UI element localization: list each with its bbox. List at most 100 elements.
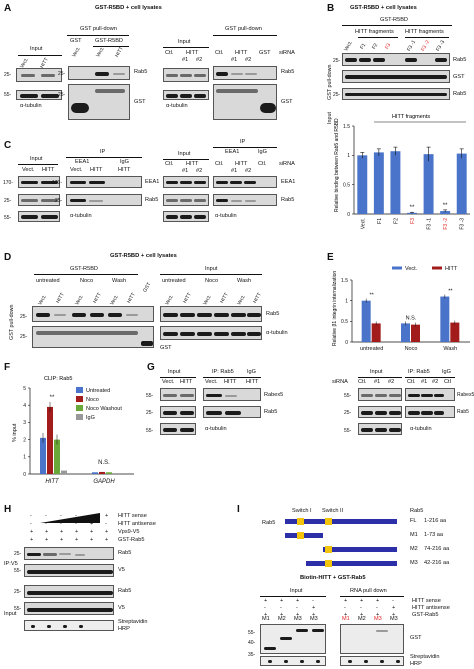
f-bar-chart: CLIP: Rab5 % input 0 1 2 3 4 5 Untreated Noco No… <box>12 376 134 485</box>
mw-marker: 25- <box>4 198 12 204</box>
mw-marker: 25- <box>58 71 66 77</box>
i-hrp: HRP <box>410 661 422 667</box>
a2-pd-gst-label: GST <box>281 99 293 105</box>
e-bar <box>440 296 450 342</box>
d-gst-row-label: GST <box>160 345 172 351</box>
mw-marker: 55- <box>4 92 12 98</box>
panel-letter-b: B <box>327 3 335 14</box>
f-legend-label: IgG <box>86 415 95 421</box>
a-input-rab5-blot <box>16 68 62 82</box>
c-ip-eea1-blot <box>66 176 142 188</box>
i-hitt-antisense: HITT antisense <box>412 605 450 611</box>
f-y-tick-label: 3 <box>23 420 26 426</box>
g2-input-rab5-blot <box>358 406 402 418</box>
i-lane-label: M1 <box>262 616 270 622</box>
b-bar <box>440 211 451 214</box>
i-construct-name: FL <box>410 518 417 524</box>
b-sig-label: ** <box>410 205 415 211</box>
h-sign: - <box>90 513 92 519</box>
f-bar <box>47 406 53 474</box>
g-rab5-row-label: Rab5 <box>264 409 278 415</box>
c-ip-rab5-blot <box>66 194 142 206</box>
b-rab5-blot <box>342 53 450 66</box>
i-sign: + <box>360 598 364 604</box>
d-untreated: untreated <box>36 278 60 284</box>
a2-pd-rab5-label: Rab5 <box>281 69 295 75</box>
d-lane-2: HITT <box>55 291 66 305</box>
d-gst-lane: GST <box>142 281 153 294</box>
c2-n2: #2 <box>196 168 203 174</box>
i-pd-gst-blot <box>340 624 404 654</box>
c-eea1-row-label: EEA1 <box>145 179 160 185</box>
a-input-tubulin-label: α-tubulin <box>20 103 42 109</box>
g2-ip-rabex5-blot <box>405 388 455 401</box>
b-gstr5bd-label: GST-R5BD <box>380 17 408 23</box>
mw-marker: 55- <box>344 428 352 434</box>
h-in-rab5-blot <box>24 585 114 598</box>
g2-rab5-row-label: Rab5 <box>457 409 469 415</box>
mw-marker: 25- <box>20 314 28 320</box>
e-y-tick-label: 1 <box>345 298 348 304</box>
a2-ctl: Ctl. <box>165 50 174 56</box>
d-input-label: Input <box>205 266 218 272</box>
panel-letter-h: H <box>4 504 12 515</box>
g2-tubulin-row-label: α-tubulin <box>410 426 432 432</box>
g2-ip-n1: #1 <box>421 379 428 385</box>
i-input-strep-blot <box>260 656 326 666</box>
a-pd-gst-blot <box>68 84 130 120</box>
b-lane-f3: F3 <box>384 42 393 51</box>
g-input-label: Input <box>168 369 181 375</box>
d-pd-rab5-blot <box>32 306 154 322</box>
f-bar <box>54 439 60 474</box>
mw-marker: 55- <box>146 393 154 399</box>
g-ip-rab5-blot <box>203 406 261 418</box>
h-sign: - <box>45 513 47 519</box>
i-lane-label: M2 <box>278 616 286 622</box>
g2-ip-ctl: Ctl. <box>407 379 416 385</box>
i-sign: + <box>392 612 396 618</box>
i-switch2-region <box>325 546 332 553</box>
f-legend-swatch <box>76 405 83 411</box>
b-bar <box>390 151 401 214</box>
a-gst-pulldown-label: GST pull-down <box>80 26 117 32</box>
g2-n2: #2 <box>388 379 395 385</box>
i-gst-rab5: GST-Rab5 <box>412 612 439 618</box>
h-in-v5-label: V5 <box>118 605 125 611</box>
a2-input-label: Input <box>178 39 191 45</box>
g2-ip-label: IP: Rab5 <box>408 369 430 375</box>
d-lane-6: HITT <box>126 291 137 305</box>
mw-marker: 55- <box>4 215 12 221</box>
a-pd-rab5-label: Rab5 <box>134 69 148 75</box>
c2-ip-eea1-blot <box>213 176 277 188</box>
mw-marker: 25- <box>4 72 12 78</box>
panel-b-heading: GST-R5BD + cell lysates <box>350 5 417 11</box>
f-legend-label: Noco <box>86 397 99 403</box>
c2-eea1-row-label: EEA1 <box>281 179 296 185</box>
f-legend-swatch <box>76 396 83 402</box>
c-input-tubulin-blot <box>18 211 60 222</box>
i-input-gst-blot <box>260 624 326 654</box>
i-construct-range: 42-216 aa <box>424 560 450 566</box>
c2-ip-ctl2: Ctl. <box>258 161 267 167</box>
d-in-wash: Wash <box>237 278 252 284</box>
panel-letter-f: F <box>4 362 11 373</box>
a2-pd-n2: #2 <box>245 57 252 63</box>
d-in-lane-1: Vect. <box>164 293 175 307</box>
mw-marker: 55- <box>14 568 22 574</box>
i-construct-name: M3 <box>410 560 418 566</box>
i-sign: + <box>280 598 284 604</box>
mw-marker: 55- <box>344 393 352 399</box>
a-input-tubulin-blot <box>16 90 62 100</box>
i-sign: + <box>264 612 268 618</box>
i-rna-pd-label: RNA pull down <box>350 588 387 594</box>
c-vect: Vect. <box>22 167 35 173</box>
g2-input-label: Input <box>370 369 383 375</box>
i-construct-name: M1 <box>410 532 418 538</box>
h-hitt-antisense: HITT antisense <box>118 521 156 527</box>
i-sign: + <box>264 598 268 604</box>
g-vect: Vect. <box>162 379 175 385</box>
f-chart-title: CLIP: Rab5 <box>44 376 72 382</box>
d-gstr5bd-label: GST-R5BD <box>70 266 98 272</box>
i-sign: - <box>376 605 378 611</box>
panel-letter-d: D <box>4 252 12 263</box>
